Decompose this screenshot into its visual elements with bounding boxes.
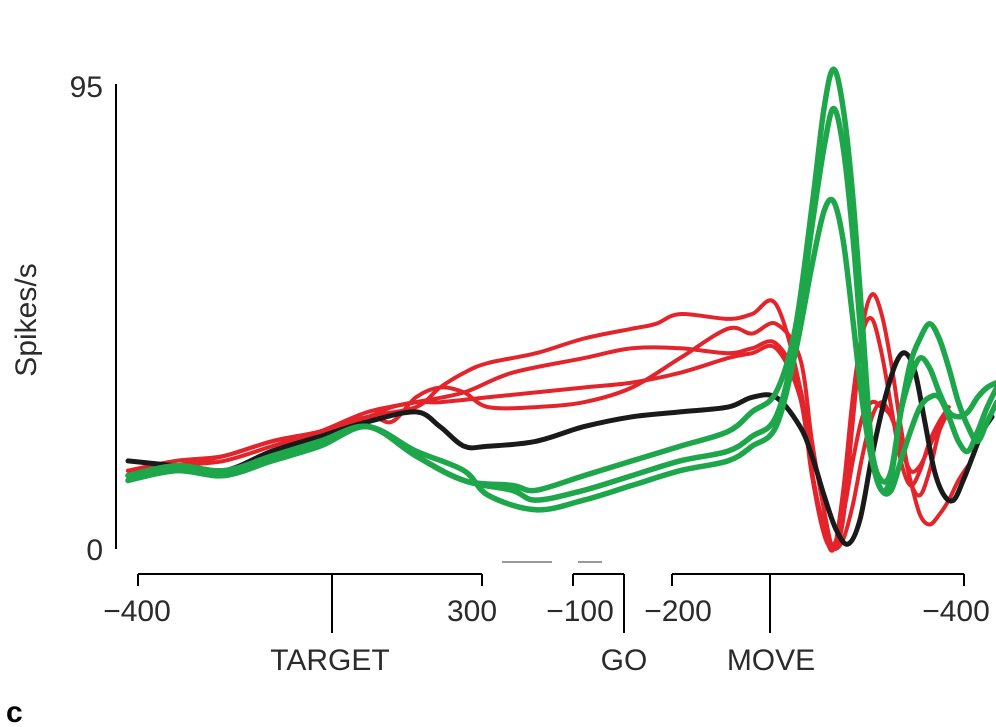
event-label-move: MOVE bbox=[727, 644, 815, 677]
x-axis-go-segment: −100 GO bbox=[546, 573, 648, 677]
x-axis-target-segment: −400 300 TARGET bbox=[103, 573, 497, 677]
y-tick-label-bottom: 0 bbox=[86, 534, 103, 567]
x-tick-label-target-end: 300 bbox=[447, 595, 497, 628]
trace-black-4 bbox=[125, 350, 995, 547]
series-traces bbox=[125, 66, 996, 553]
x-tick-label-go-start: −100 bbox=[546, 595, 614, 628]
trace-green-6 bbox=[125, 105, 996, 503]
event-label-go: GO bbox=[601, 644, 648, 677]
y-tick-label-top: 95 bbox=[70, 71, 103, 104]
x-tick-label-move-start: −200 bbox=[644, 595, 712, 628]
trace-red-0 bbox=[126, 292, 951, 552]
x-tick-label-move-end: −400 bbox=[922, 595, 990, 628]
trace-green-7 bbox=[125, 196, 996, 513]
event-label-target: TARGET bbox=[270, 644, 389, 677]
x-axis-move-segment: −200 −400 MOVE bbox=[644, 573, 990, 677]
x-tick-label-target-start: −400 bbox=[103, 595, 171, 628]
panel-label: c bbox=[6, 696, 23, 727]
y-axis-label: Spikes/s bbox=[10, 263, 43, 376]
